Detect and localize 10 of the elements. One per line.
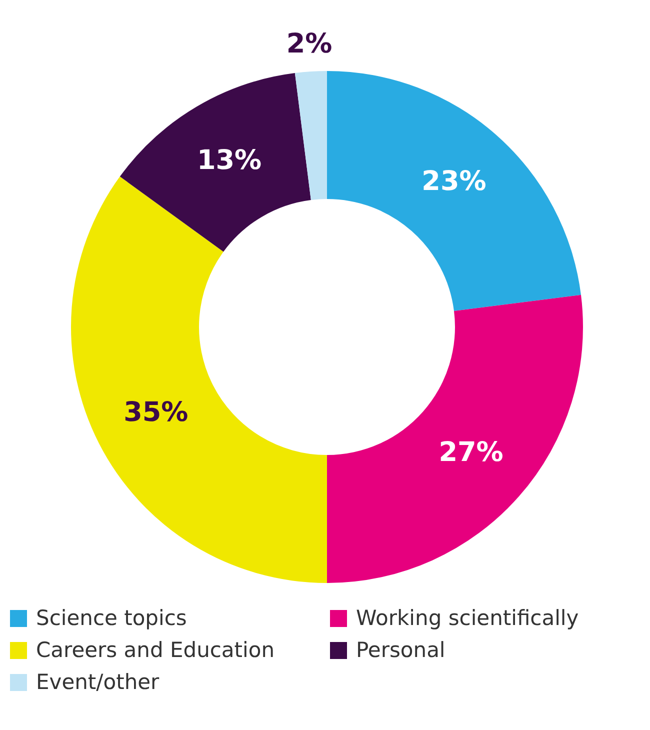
legend-label: Science topics — [36, 606, 187, 630]
data-label: 23% — [422, 166, 486, 197]
legend-label: Event/other — [36, 670, 160, 694]
data-label: 2% — [286, 28, 332, 60]
data-label: 27% — [438, 436, 504, 468]
legend-label: Careers and Education — [36, 638, 275, 662]
legend-label: Working scientifically — [356, 606, 579, 630]
legend-label: Personal — [356, 638, 446, 662]
data-label: 13% — [196, 144, 262, 176]
data-label: 35% — [124, 397, 188, 428]
